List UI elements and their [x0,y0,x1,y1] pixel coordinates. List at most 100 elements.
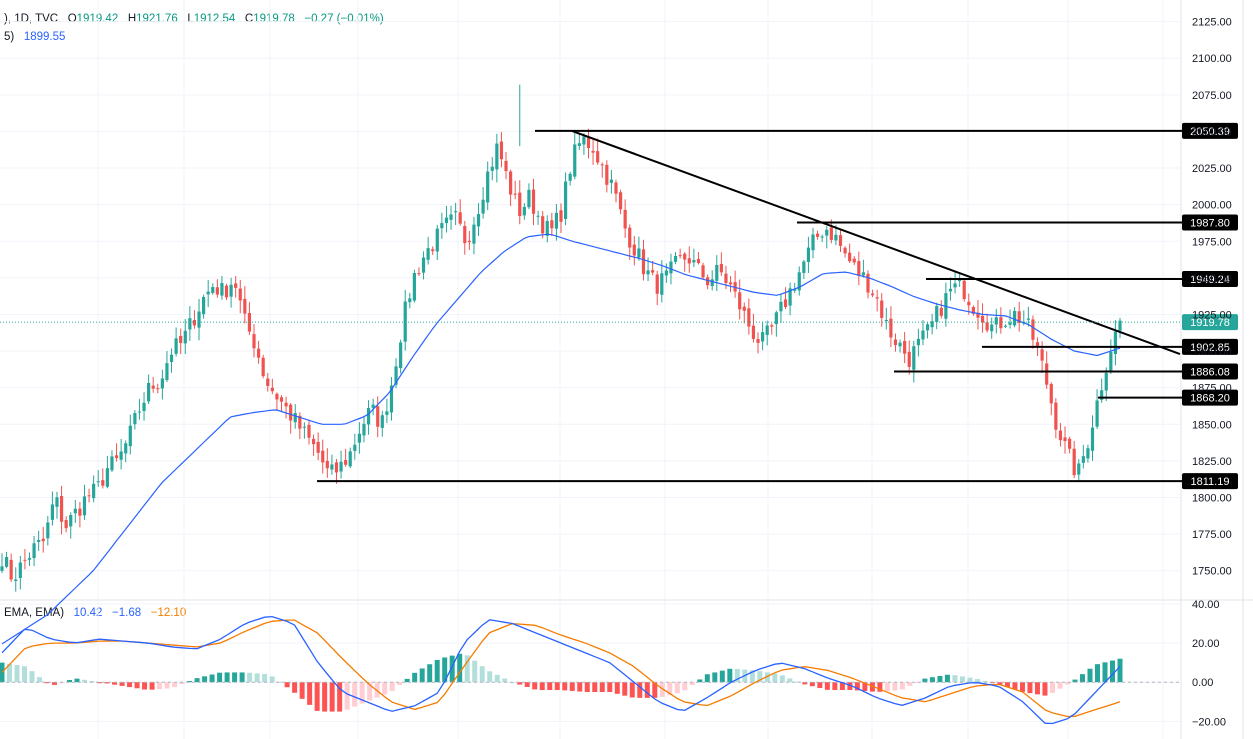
macd-histogram-bar [314,682,320,711]
candle-body [632,244,636,256]
macd-histogram-bar [644,682,650,698]
candles [0,84,1122,592]
candle-body [925,324,930,331]
macd-tick-label: −20.00 [1192,716,1226,728]
macd-histogram-bar [929,677,935,683]
signal-value: −1.68 [112,607,142,619]
macd-histogram-bar [697,679,703,683]
candle-body [92,483,96,499]
candle-body [495,143,499,170]
candle-body [893,339,898,345]
candle-body [554,212,559,229]
macd-histogram-bar [434,660,440,683]
macd-histogram-bar [794,681,800,683]
macd-histogram-bar [472,660,478,683]
candle-body [380,415,384,428]
candle-body [133,413,137,425]
macd-histogram-bar [494,674,500,683]
candle-body [215,287,219,295]
candle-body [454,211,458,213]
macd-histogram-bar [952,675,958,683]
macd-legend: EMA, EMA) 10.42 −1.68 −12.10 [4,607,186,619]
candle-body [399,342,403,369]
macd-histogram-bar [1064,682,1070,685]
candle-body [1100,390,1104,400]
candle-body [563,181,568,219]
macd-histogram-bar [389,682,395,691]
candle-body [96,481,100,483]
level-label-box [1182,473,1238,490]
candle-body [362,423,366,436]
macd-histogram-bar [1034,682,1040,695]
macd-tick-label: 40.00 [1192,599,1220,611]
macd-histogram-bar [959,676,965,683]
candle-body [18,562,22,578]
macd-histogram-bar [1019,682,1025,692]
candle-body [435,228,439,252]
candle-body [990,324,994,332]
macd-histogram-bar [359,682,365,704]
price-tick-label: 1825.00 [1192,456,1232,468]
level-label: 1987.80 [1190,218,1230,230]
candle-body [701,265,705,278]
candle-body [1049,384,1053,404]
candle-body [316,441,320,453]
macd-histogram-bar [637,682,643,698]
candle-body [866,273,870,293]
macd-histogram-bar [217,672,223,683]
macd-histogram-bar [659,682,665,697]
macd-value: 10.42 [73,607,103,619]
macd-histogram-bar [172,682,178,688]
candle-body [527,189,531,208]
candle-body [508,171,513,195]
candle-body [687,258,691,264]
candle-body [238,288,242,301]
candle-body [50,504,55,520]
macd-histogram-bar [442,657,448,683]
candle-body [224,285,229,298]
macd-histogram-bar [817,682,823,688]
macd-histogram-bar [1012,682,1018,690]
candle-body [1058,430,1063,441]
macd-histogram-bar [1042,682,1048,696]
macd-histogram-bar [682,682,688,691]
macd-histogram-bar [1102,662,1108,683]
candle-body [137,411,142,413]
candle-body [279,397,284,402]
macd-histogram-bar [29,671,35,683]
candle-body [1063,437,1067,442]
candle-body [421,257,426,273]
macd-histogram-bar [539,682,545,691]
candle-body [976,312,980,318]
macd-histogram-bar [922,678,928,683]
candle-body [586,137,591,149]
macd-histogram-bar [397,682,403,685]
macd-histogram-bar [847,682,853,691]
candle-body [637,248,641,258]
macd-histogram-bar [292,682,298,693]
macd-histogram-bar [667,682,673,696]
macd-histogram-bar [82,679,88,683]
candle-body [834,234,838,241]
candle-body [953,283,957,288]
candle-body [710,279,714,287]
signal-line [1,619,1121,718]
candle-body [770,325,774,327]
macd-histogram-bar [772,673,778,683]
macd-histogram-bar [562,682,568,691]
candle-body [541,216,545,234]
candle-body [747,308,751,327]
macd-histogram-bar [1109,660,1115,683]
macd-histogram-bar [22,666,28,683]
candle-body [234,283,238,288]
candle-body [573,144,577,177]
level-label-box [1182,338,1238,355]
macd-histogram-bar [97,682,103,684]
candle-body [114,455,119,459]
candle-body [394,366,398,385]
candle-body [1090,427,1095,451]
candle-body [311,438,316,445]
price-tick-label: 2125.00 [1192,17,1232,29]
candle-body [907,351,911,367]
